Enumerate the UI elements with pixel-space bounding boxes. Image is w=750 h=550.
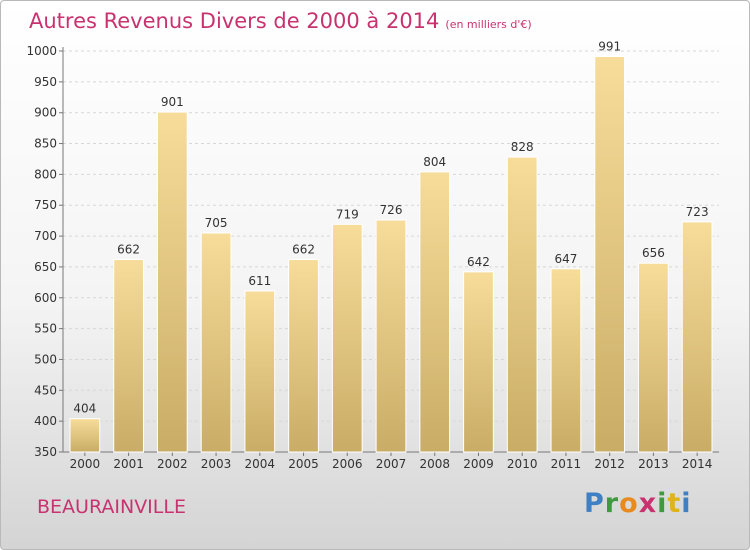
bar-2004 — [244, 290, 276, 453]
data-label-2010: 828 — [511, 140, 534, 154]
bar-2012 — [594, 56, 626, 453]
x-tick-label-2001: 2001 — [113, 457, 144, 471]
data-label-2007: 726 — [380, 203, 403, 217]
bar-2009 — [463, 271, 494, 453]
x-tick-label-2011: 2011 — [551, 457, 582, 471]
logo-letter: t — [667, 488, 682, 519]
logo-letter: P — [584, 488, 605, 519]
logo-letter: i — [681, 488, 692, 519]
x-tick-label-2009: 2009 — [463, 457, 494, 471]
bar-2000 — [69, 418, 101, 453]
bars — [69, 56, 713, 453]
x-tick-label-2004: 2004 — [245, 457, 276, 471]
y-tick-label: 450 — [34, 383, 57, 397]
bar-2007 — [375, 219, 407, 453]
data-label-2011: 647 — [554, 252, 577, 266]
bar-2006 — [331, 223, 363, 453]
data-label-2008: 804 — [423, 155, 446, 169]
x-tick-label-2012: 2012 — [594, 457, 625, 471]
bar-2013 — [638, 262, 669, 453]
y-tick-label: 550 — [34, 322, 57, 336]
data-labels: 404 662 901 705 611 662 719 726 804 642 828 647 991 6… — [73, 40, 708, 416]
data-label-2001: 662 — [117, 243, 140, 257]
y-tick-label: 950 — [34, 75, 57, 89]
bar-2002 — [156, 111, 188, 453]
data-label-2000: 404 — [73, 402, 96, 416]
x-tick-label-2008: 2008 — [419, 457, 450, 471]
data-label-2009: 642 — [467, 255, 490, 269]
x-tick-label-2003: 2003 — [201, 457, 232, 471]
y-tick-label: 500 — [34, 352, 57, 366]
y-tick-label: 400 — [34, 414, 57, 428]
y-tick-label: 650 — [34, 260, 57, 274]
data-label-2012: 991 — [598, 40, 621, 54]
data-label-2014: 723 — [686, 205, 709, 219]
logo-letter: i — [657, 488, 668, 519]
bar-2003 — [200, 232, 232, 453]
y-tick-label: 750 — [34, 198, 57, 212]
y-tick-label: 850 — [34, 137, 57, 151]
logo-letter: o — [619, 488, 639, 519]
bar-2011 — [550, 268, 582, 453]
x-tick-label-2010: 2010 — [507, 457, 538, 471]
x-tick-label-2007: 2007 — [376, 457, 407, 471]
axes: 350 400 450 500 550 600 650 700 750 800 850 900 950 1… — [26, 44, 719, 471]
bar-2008 — [419, 171, 451, 453]
x-tick-label-2000: 2000 — [70, 457, 101, 471]
y-tick-label: 600 — [34, 291, 57, 305]
x-tick-label-2002: 2002 — [157, 457, 188, 471]
logo-letter: r — [604, 488, 620, 519]
data-label-2003: 705 — [205, 216, 228, 230]
x-tick-label-2013: 2013 — [638, 457, 669, 471]
y-tick-label: 900 — [34, 106, 57, 120]
x-tick-label-2014: 2014 — [682, 457, 713, 471]
data-label-2002: 901 — [161, 95, 184, 109]
chart-title-text: Autres Revenus Divers de 2000 à 2014 — [29, 9, 440, 33]
bar-2014 — [681, 221, 713, 453]
town-name: BEAURAINVILLE — [37, 496, 186, 518]
bar-2001 — [113, 259, 144, 453]
logo-letter: x — [638, 488, 658, 519]
x-tick-label-2005: 2005 — [288, 457, 319, 471]
bar-2010 — [506, 156, 538, 453]
data-label-2004: 611 — [248, 274, 271, 288]
x-tick-label-2006: 2006 — [332, 457, 363, 471]
chart-unit: (en milliers d'€) — [445, 18, 532, 31]
y-tick-label: 350 — [34, 445, 57, 459]
bar-2005 — [288, 259, 319, 453]
chart-title: Autres Revenus Divers de 2000 à 2014 (en … — [29, 9, 532, 33]
data-label-2013: 656 — [642, 246, 665, 260]
y-tick-label: 1000 — [26, 44, 57, 58]
data-label-2005: 662 — [292, 243, 315, 257]
proxiti-logo: Proxiti — [584, 488, 692, 519]
y-tick-label: 800 — [34, 167, 57, 181]
y-tick-label: 700 — [34, 229, 57, 243]
data-label-2006: 719 — [336, 207, 359, 221]
